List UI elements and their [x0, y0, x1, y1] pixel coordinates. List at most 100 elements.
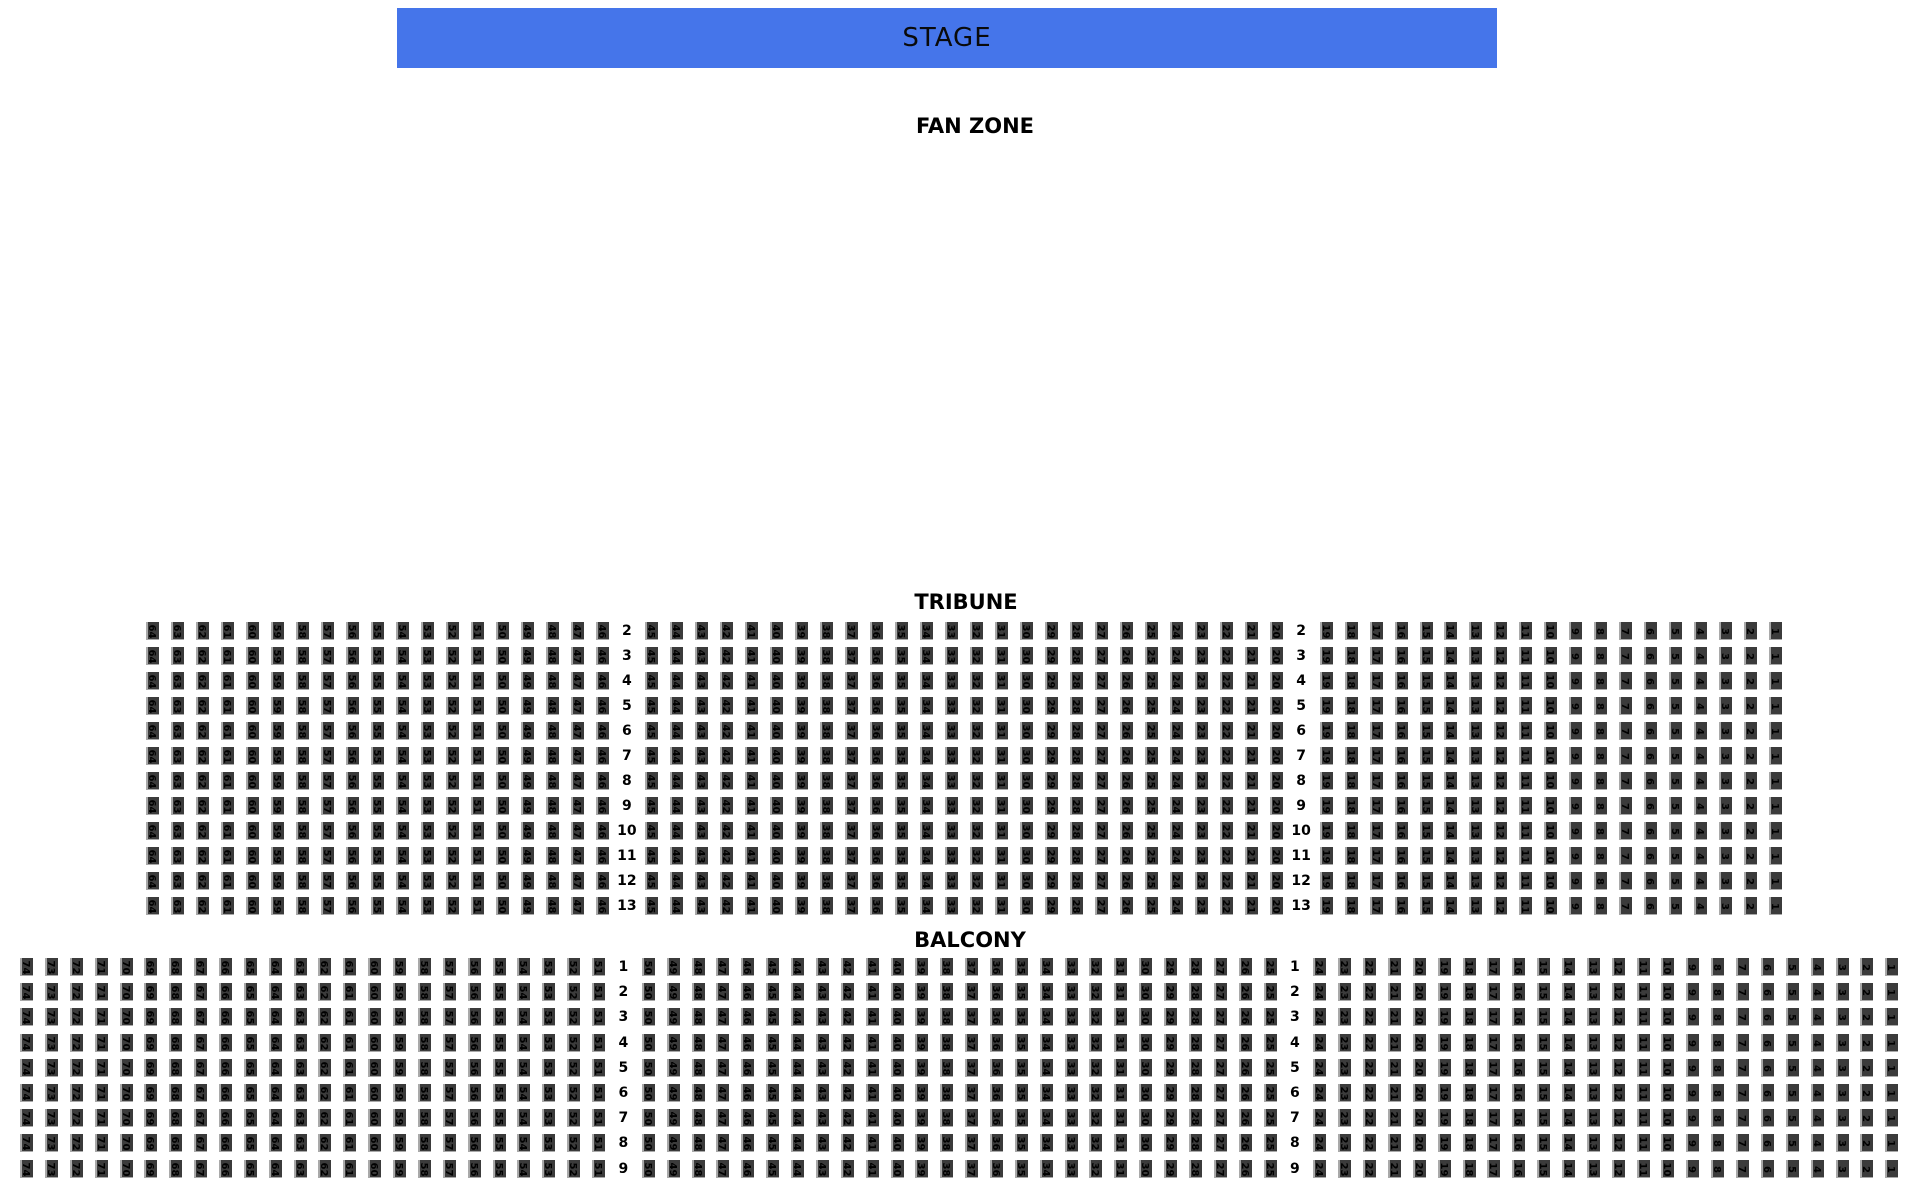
seat[interactable]: 47	[716, 1084, 730, 1102]
seat[interactable]: 45	[766, 1033, 780, 1052]
seat[interactable]: 62	[318, 958, 332, 976]
seat[interactable]: 37	[965, 1084, 979, 1102]
seat[interactable]: 34	[1039, 1109, 1053, 1128]
seat[interactable]: 23	[1338, 983, 1352, 1002]
seat[interactable]: 33	[1064, 1033, 1078, 1052]
seat[interactable]: 11	[1636, 1134, 1650, 1153]
seat[interactable]: 44	[791, 1058, 804, 1077]
seat[interactable]: 5	[1785, 1033, 1799, 1052]
seat[interactable]: 69	[144, 1159, 158, 1178]
seat[interactable]: 51	[592, 1033, 605, 1052]
seat[interactable]: 72	[69, 1109, 83, 1128]
seat[interactable]: 40	[890, 1084, 904, 1102]
seat[interactable]: 1	[1885, 1159, 1899, 1178]
seat[interactable]: 10	[1544, 622, 1558, 640]
seat[interactable]: 69	[144, 983, 158, 1002]
seat[interactable]: 15	[1537, 1008, 1551, 1027]
seat[interactable]: 60	[368, 1109, 382, 1128]
seat[interactable]: 58	[295, 622, 309, 640]
seat[interactable]: 39	[915, 1033, 929, 1052]
seat[interactable]: 35	[1014, 1109, 1028, 1128]
seat[interactable]: 60	[245, 622, 259, 640]
seat[interactable]: 9	[1686, 1033, 1700, 1052]
seat[interactable]: 21	[1387, 958, 1401, 976]
seat[interactable]: 73	[44, 1134, 58, 1153]
seat[interactable]: 31	[1114, 1109, 1128, 1128]
seat[interactable]: 38	[940, 1109, 954, 1128]
seat[interactable]: 8	[1711, 1033, 1725, 1052]
seat[interactable]: 71	[94, 983, 108, 1002]
seat[interactable]: 57	[442, 1159, 456, 1178]
seat[interactable]: 13	[1469, 622, 1483, 640]
seat[interactable]: 58	[417, 1033, 431, 1052]
seat[interactable]: 71	[94, 1159, 108, 1178]
seat[interactable]: 41	[865, 1109, 879, 1128]
seat[interactable]: 56	[345, 622, 359, 640]
seat[interactable]: 1	[1885, 958, 1899, 976]
seat[interactable]: 4	[1810, 1058, 1824, 1077]
seat[interactable]: 11	[1636, 958, 1650, 976]
seat[interactable]: 74	[20, 1058, 33, 1077]
seat[interactable]: 13	[1586, 1159, 1600, 1178]
seat[interactable]: 20	[1412, 983, 1426, 1002]
seat[interactable]: 5	[1785, 1159, 1799, 1178]
seat[interactable]: 5	[1785, 983, 1799, 1002]
seat[interactable]: 55	[492, 1033, 506, 1052]
seat[interactable]: 3	[1835, 1033, 1849, 1052]
seat[interactable]: 67	[194, 1008, 208, 1027]
seat[interactable]: 45	[766, 983, 780, 1002]
seat[interactable]: 12	[1611, 1109, 1625, 1128]
seat[interactable]: 69	[144, 1033, 158, 1052]
seat[interactable]: 34	[1039, 958, 1053, 976]
seat[interactable]: 64	[268, 1084, 282, 1102]
seat[interactable]: 5	[1785, 1134, 1799, 1153]
seat[interactable]: 55	[492, 1008, 506, 1027]
seat[interactable]: 33	[1064, 1058, 1078, 1077]
seat[interactable]: 37	[965, 1159, 979, 1178]
seat[interactable]: 19	[1319, 622, 1333, 640]
seat[interactable]: 33	[1064, 958, 1078, 976]
seat[interactable]: 14	[1561, 1159, 1575, 1178]
seat[interactable]: 68	[169, 1008, 183, 1027]
seat[interactable]: 48	[691, 983, 705, 1002]
seat[interactable]: 67	[194, 1084, 208, 1102]
seat[interactable]: 64	[268, 983, 282, 1002]
seat[interactable]: 35	[1014, 958, 1028, 976]
seat[interactable]: 55	[492, 1159, 506, 1178]
seat[interactable]: 11	[1636, 1008, 1650, 1027]
seat[interactable]: 43	[815, 1109, 829, 1128]
seat[interactable]: 36	[989, 1159, 1003, 1178]
seat[interactable]: 56	[467, 1159, 481, 1178]
seat[interactable]: 5	[1785, 1008, 1799, 1027]
seat[interactable]: 44	[791, 1008, 804, 1027]
seat[interactable]: 44	[791, 1159, 804, 1178]
seat[interactable]: 26	[1238, 1008, 1252, 1027]
seat[interactable]: 52	[567, 1159, 581, 1178]
seat[interactable]: 12	[1611, 983, 1625, 1002]
seat[interactable]: 62	[318, 1058, 332, 1077]
seat[interactable]: 26	[1238, 1134, 1252, 1153]
seat[interactable]: 36	[989, 1058, 1003, 1077]
seat[interactable]: 55	[370, 622, 384, 640]
seat[interactable]: 54	[517, 1033, 531, 1052]
seat[interactable]: 73	[44, 1008, 58, 1027]
seat[interactable]: 36	[989, 1033, 1003, 1052]
seat[interactable]: 21	[1387, 1109, 1401, 1128]
seat[interactable]: 45	[766, 1008, 780, 1027]
seat[interactable]: 32	[1089, 1058, 1103, 1077]
seat[interactable]: 10	[1661, 1134, 1675, 1153]
seat[interactable]: 25	[1263, 1033, 1277, 1052]
seat[interactable]: 48	[545, 622, 559, 640]
seat[interactable]: 2	[1860, 1058, 1874, 1077]
seat[interactable]: 61	[220, 622, 234, 640]
seat[interactable]: 54	[517, 1058, 531, 1077]
seat[interactable]: 71	[94, 1134, 108, 1153]
seat[interactable]: 46	[595, 622, 609, 640]
seat[interactable]: 9	[1686, 1084, 1700, 1102]
seat[interactable]: 60	[368, 983, 382, 1002]
seat[interactable]: 27	[1213, 983, 1227, 1002]
seat[interactable]: 59	[270, 622, 284, 640]
seat[interactable]: 72	[69, 958, 83, 976]
seat[interactable]: 9	[1686, 1058, 1700, 1077]
seat[interactable]: 37	[965, 1058, 979, 1077]
